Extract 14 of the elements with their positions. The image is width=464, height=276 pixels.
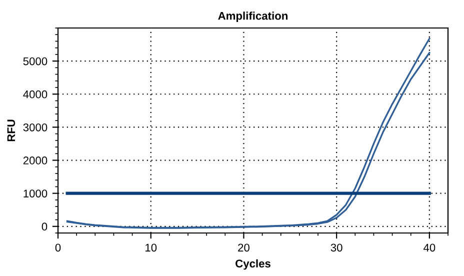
x-tick-label: 10 — [146, 244, 157, 252]
y-tick-label: 4000 — [23, 90, 48, 98]
x-tick-label: 0 — [55, 244, 61, 252]
y-tick-label: 0 — [42, 222, 48, 231]
y-tick-label: 1000 — [24, 190, 48, 198]
x-axis-title: Cycles — [236, 259, 270, 270]
y-tick-label: 5000 — [23, 57, 48, 66]
y-tick-label: 2000 — [23, 156, 48, 164]
x-tick-label: 20 — [238, 244, 250, 252]
x-tick-label: 40 — [424, 244, 436, 252]
y-axis-title: RFU — [7, 120, 16, 142]
x-tick-label: 30 — [330, 244, 342, 252]
y-tick-label: 3000 — [23, 123, 48, 132]
chart-title: Amplification — [218, 12, 288, 22]
